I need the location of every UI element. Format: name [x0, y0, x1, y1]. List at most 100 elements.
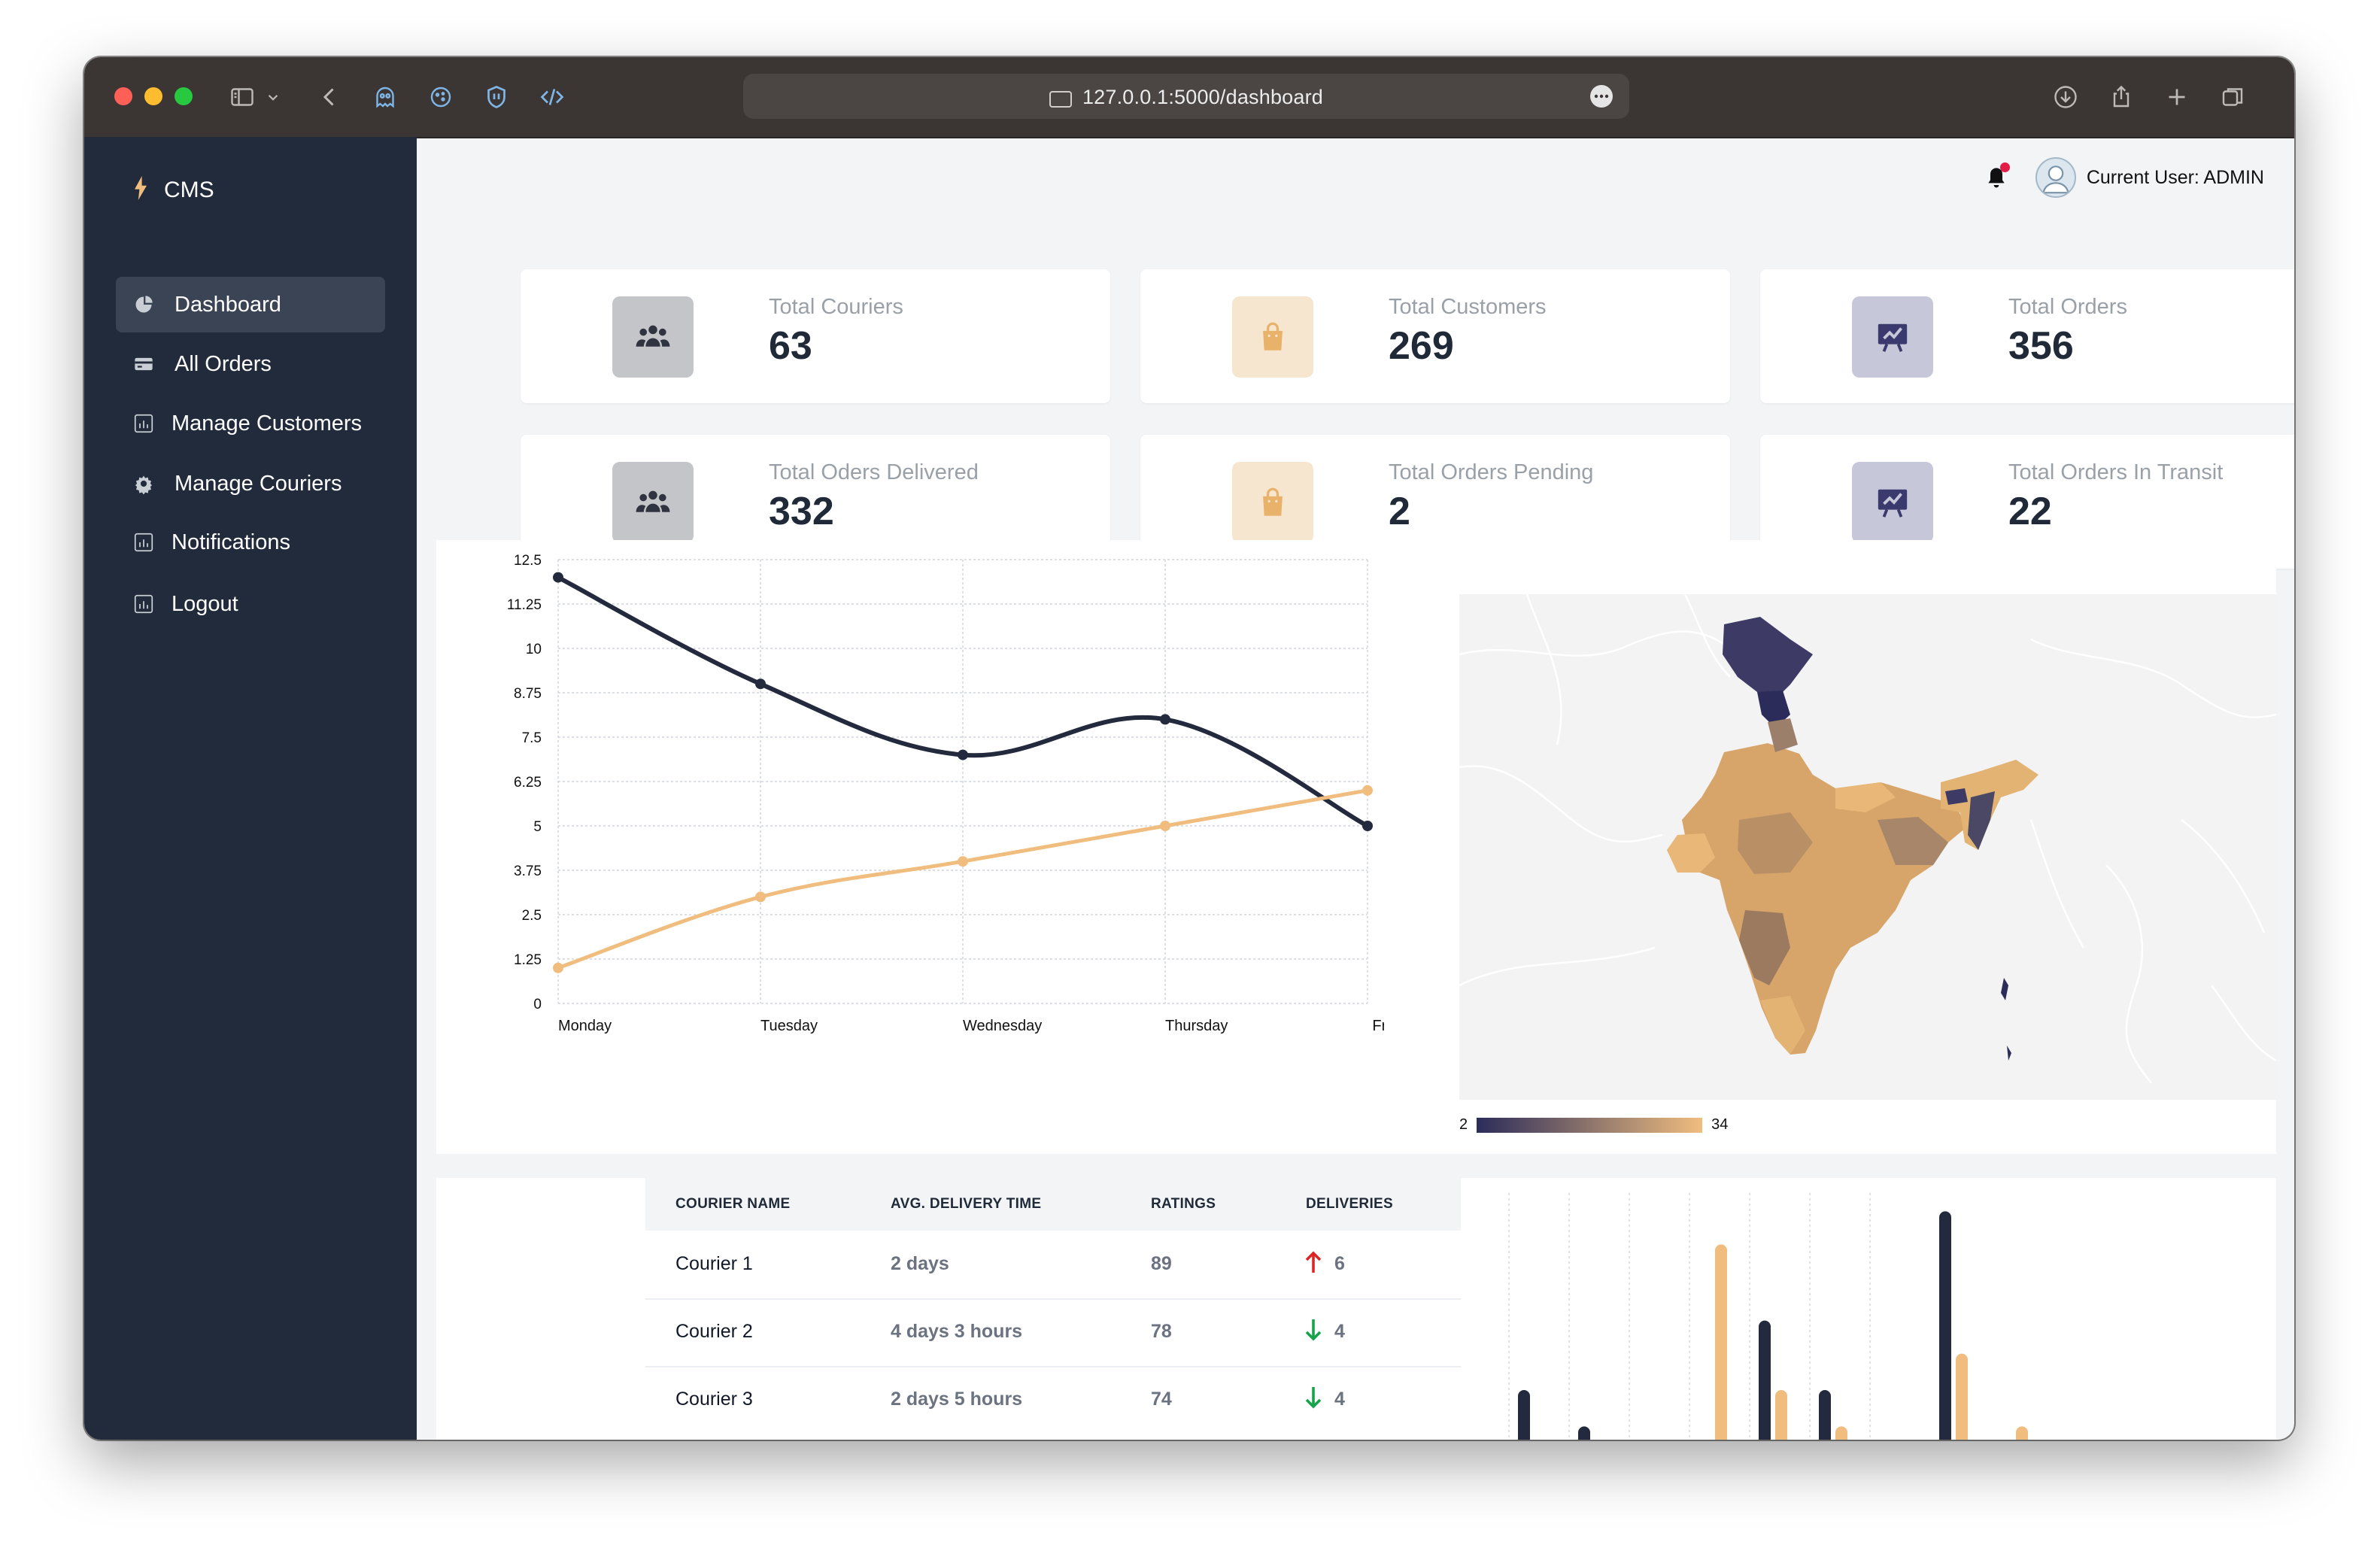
bar-chart-icon — [131, 411, 156, 436]
bell-icon[interactable] — [1983, 162, 2010, 193]
rating: 74 — [1151, 1389, 1172, 1410]
stat-value: 63 — [769, 324, 812, 368]
y-tick-label: 1.25 — [514, 952, 542, 968]
column-header-deliveries: DELIVERIES — [1306, 1196, 1393, 1212]
sidebar-item-manage-customers[interactable]: Manage Customers — [116, 396, 385, 451]
stat-value: 356 — [2008, 324, 2074, 368]
shopping-bag-icon — [1232, 296, 1313, 378]
stat-card-total-customers: Total Customers 269 — [1140, 269, 1730, 403]
deliveries-count: 6 — [1334, 1253, 1345, 1274]
minimize-window-button[interactable] — [144, 87, 162, 105]
stat-value: 2 — [1389, 490, 1410, 533]
bar — [1518, 1390, 1530, 1440]
address-bar[interactable]: 127.0.0.1:5000/dashboard — [743, 74, 1629, 119]
x-tick-label: Thursday — [1165, 1018, 1228, 1034]
stat-label: Total Customers — [1389, 295, 1547, 319]
sidebar-item-label: Logout — [172, 591, 238, 616]
y-tick-label: 2.5 — [522, 908, 542, 924]
download-icon[interactable] — [2051, 82, 2081, 112]
table-row[interactable]: Courier 1 2 days 89 6 — [645, 1231, 1461, 1300]
arrow-up-icon — [1304, 1250, 1322, 1278]
new-tab-icon[interactable] — [2162, 82, 2192, 112]
table-row[interactable]: Courier 3 2 days 5 hours 74 4 — [645, 1366, 1461, 1434]
bar — [1956, 1353, 1968, 1440]
data-point — [1362, 821, 1373, 831]
sidebar-item-all-orders[interactable]: All Orders — [116, 336, 385, 392]
arrow-down-icon — [1304, 1386, 1322, 1413]
presentation-chart-icon — [1852, 462, 1933, 543]
courier-name: Courier 3 — [675, 1389, 753, 1410]
browser-window: 127.0.0.1:5000/dashboard CMS — [84, 57, 2294, 1440]
stat-label: Total Orders Pending — [1389, 460, 1594, 484]
column-header-avg-delivery-time: AVG. DELIVERY TIME — [891, 1196, 1042, 1212]
cookie-extension-icon[interactable] — [426, 82, 456, 112]
sidebar-toggle-icon[interactable] — [227, 82, 257, 112]
bar-chart-icon — [131, 591, 156, 617]
table-header: COURIER NAME AVG. DELIVERY TIME RATINGS … — [645, 1178, 1461, 1231]
avg-delivery-time: 2 days 5 hours — [891, 1389, 1023, 1410]
user-area: Current User: ADMIN — [1983, 155, 2264, 200]
sidebar-item-label: Notifications — [172, 530, 290, 554]
y-tick-label: 11.25 — [507, 597, 542, 613]
bar-chart — [1508, 1193, 2028, 1440]
y-tick-label: 7.5 — [522, 730, 542, 746]
chevron-down-icon[interactable] — [263, 82, 283, 112]
data-point — [553, 572, 563, 583]
sidebar-item-label: Manage Customers — [172, 411, 363, 436]
avatar[interactable] — [2035, 157, 2076, 198]
y-tick-label: 6.25 — [514, 775, 542, 791]
stat-label: Total Oders Delivered — [769, 460, 979, 484]
code-extension-icon[interactable] — [537, 82, 567, 112]
bar — [1715, 1244, 1727, 1440]
y-tick-label: 10 — [526, 642, 542, 657]
deliveries-count: 4 — [1334, 1389, 1345, 1410]
y-tick-label: 8.75 — [514, 686, 542, 702]
sidebar-item-logout[interactable]: Logout — [116, 576, 385, 632]
sidebar-item-label: Manage Couriers — [175, 471, 342, 496]
bar — [1819, 1390, 1831, 1440]
shield-extension-icon[interactable] — [481, 82, 512, 112]
data-point — [1160, 821, 1170, 831]
rating: 89 — [1151, 1253, 1172, 1274]
y-tick-label: 0 — [533, 997, 542, 1012]
zoom-window-button[interactable] — [175, 87, 193, 105]
stat-card-total-couriers: Total Couriers 63 — [521, 269, 1110, 403]
brand-name: CMS — [164, 177, 214, 202]
x-tick-label: Friday — [1372, 1018, 1384, 1034]
pie-chart-icon — [131, 292, 156, 317]
back-arrow-icon[interactable] — [314, 82, 345, 112]
data-point — [958, 749, 968, 760]
sidebar-item-label: Dashboard — [175, 292, 281, 317]
lightning-icon — [132, 176, 149, 204]
stat-label: Total Orders In Transit — [2008, 460, 2224, 484]
sidebar-item-dashboard[interactable]: Dashboard — [116, 277, 385, 332]
credit-card-icon — [131, 351, 156, 377]
rating: 78 — [1151, 1321, 1172, 1342]
courier-name: Courier 2 — [675, 1321, 753, 1342]
arrow-down-icon — [1304, 1318, 1322, 1346]
x-tick-label: Wednesday — [963, 1018, 1042, 1034]
close-window-button[interactable] — [114, 87, 132, 105]
sidebar-item-manage-couriers[interactable]: Manage Couriers — [116, 456, 385, 511]
column-header-ratings: RATINGS — [1151, 1196, 1216, 1212]
stat-card-total-orders: Total Orders 356 — [1760, 269, 2294, 403]
bar — [1578, 1426, 1590, 1440]
tab-overview-icon[interactable] — [2218, 82, 2248, 112]
y-tick-label: 12.5 — [514, 553, 542, 569]
ghost-extension-icon[interactable] — [370, 82, 400, 112]
data-point — [553, 962, 563, 973]
stat-label: Total Orders — [2008, 295, 2127, 319]
legend-gradient — [1477, 1117, 1703, 1133]
bar — [1835, 1426, 1847, 1440]
avg-delivery-time: 4 days 3 hours — [891, 1321, 1023, 1342]
stat-label: Total Couriers — [769, 295, 903, 319]
share-icon[interactable] — [2106, 82, 2136, 112]
shopping-bag-icon — [1232, 462, 1313, 543]
more-options-icon[interactable] — [1590, 85, 1613, 108]
bar — [1775, 1390, 1787, 1440]
notification-dot — [1999, 162, 2010, 172]
table-row[interactable]: Courier 2 4 days 3 hours 78 4 — [645, 1298, 1461, 1367]
brand[interactable]: CMS — [132, 176, 214, 204]
sidebar-item-notifications[interactable]: Notifications — [116, 514, 385, 570]
map-region-north — [1723, 617, 1813, 700]
